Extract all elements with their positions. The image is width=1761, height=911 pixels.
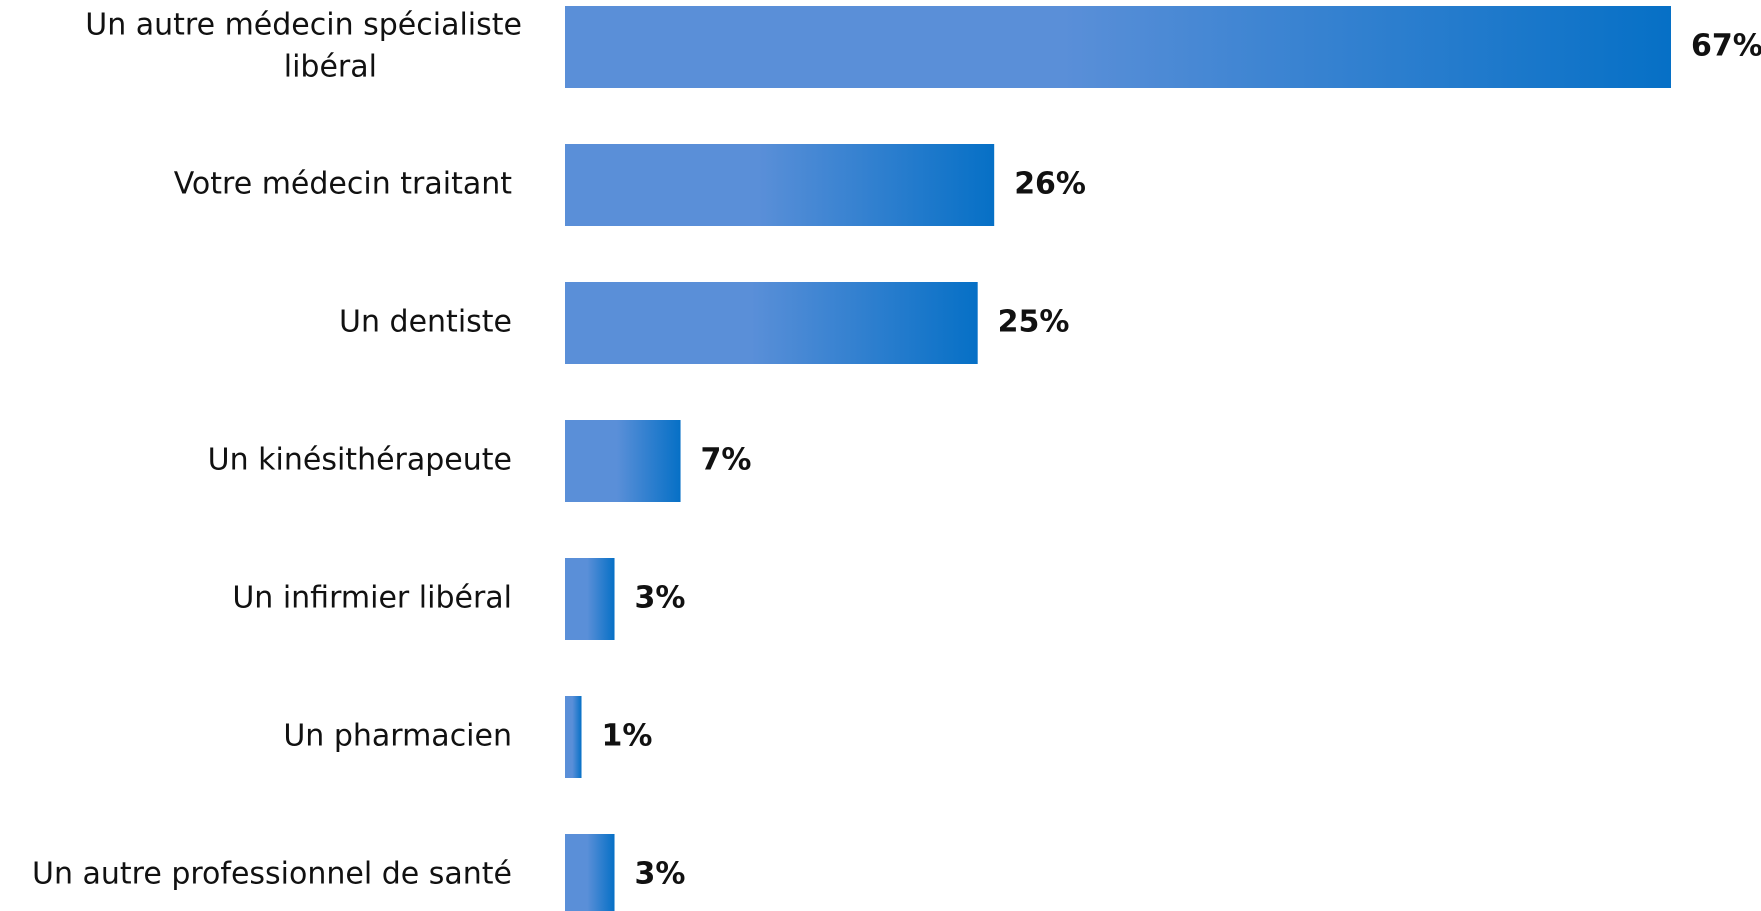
category-label-line: Un kinésithérapeute bbox=[208, 443, 512, 478]
category-label-line: Un infirmier libéral bbox=[232, 581, 512, 616]
data-label: 3% bbox=[635, 857, 686, 892]
value-labels: 67% 26% 25% 7% 3% 1% 3% bbox=[602, 29, 1761, 892]
bars bbox=[565, 6, 1671, 911]
category-label: Un autre médecin spécialiste libéral bbox=[85, 8, 522, 85]
bar bbox=[565, 144, 995, 226]
bar bbox=[565, 558, 615, 640]
data-label: 26% bbox=[1014, 167, 1086, 202]
category-label-line: Un dentiste bbox=[339, 305, 512, 340]
category-labels: Un autre médecin spécialiste libéral Votre… bbox=[32, 8, 522, 892]
category-label: Un autre professionnel de santé bbox=[32, 857, 512, 892]
category-label: Un pharmacien bbox=[283, 719, 512, 754]
data-label: 7% bbox=[701, 443, 752, 478]
category-label: Votre médecin traitant bbox=[174, 167, 513, 202]
bar bbox=[565, 282, 978, 364]
data-label: 67% bbox=[1691, 29, 1761, 64]
bar bbox=[565, 420, 681, 502]
data-label: 3% bbox=[635, 581, 686, 616]
category-label-line: Un autre médecin spécialiste bbox=[85, 8, 522, 43]
bar bbox=[565, 696, 582, 778]
data-label: 25% bbox=[998, 305, 1070, 340]
bar bbox=[565, 834, 615, 911]
category-label-line: Un autre professionnel de santé bbox=[32, 857, 512, 892]
category-label-line: libéral bbox=[284, 50, 377, 85]
bar bbox=[565, 6, 1671, 88]
data-label: 1% bbox=[602, 719, 653, 754]
category-label-line: Votre médecin traitant bbox=[174, 167, 513, 202]
category-label: Un kinésithérapeute bbox=[208, 443, 512, 478]
category-label-line: Un pharmacien bbox=[283, 719, 512, 754]
category-label: Un infirmier libéral bbox=[232, 581, 512, 616]
category-label: Un dentiste bbox=[339, 305, 512, 340]
